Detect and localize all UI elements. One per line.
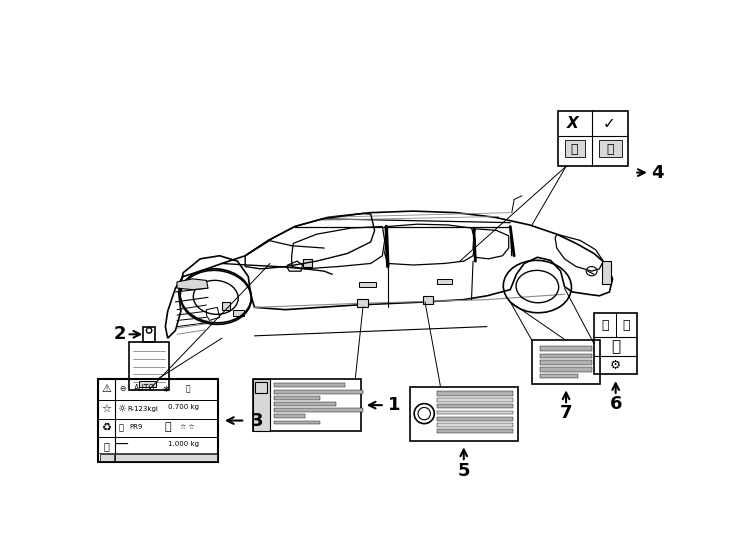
Text: X: X bbox=[567, 116, 578, 131]
Text: R-123kgi: R-123kgi bbox=[128, 406, 159, 412]
Bar bbox=[532, 340, 600, 383]
Text: 7: 7 bbox=[560, 404, 573, 422]
Text: 6: 6 bbox=[609, 395, 622, 413]
Bar bbox=[139, 381, 156, 387]
Bar bbox=[253, 379, 270, 431]
Text: 3: 3 bbox=[250, 411, 263, 429]
Bar bbox=[274, 421, 320, 424]
Polygon shape bbox=[177, 279, 208, 289]
Bar bbox=[253, 379, 361, 431]
Text: ♻: ♻ bbox=[101, 422, 112, 433]
Bar bbox=[437, 429, 512, 433]
Bar bbox=[115, 454, 217, 461]
Text: ⊖: ⊖ bbox=[120, 384, 126, 394]
Bar bbox=[302, 259, 312, 267]
Bar bbox=[274, 390, 363, 394]
Bar bbox=[424, 296, 433, 303]
Text: PR9: PR9 bbox=[129, 424, 142, 430]
Text: ✓: ✓ bbox=[603, 116, 616, 131]
Bar bbox=[437, 417, 512, 421]
Text: 🔒: 🔒 bbox=[601, 319, 608, 332]
Bar bbox=[357, 299, 368, 307]
Text: 5: 5 bbox=[457, 462, 470, 481]
Bar bbox=[274, 402, 336, 406]
Bar bbox=[594, 313, 637, 374]
Bar bbox=[437, 279, 452, 284]
Bar bbox=[129, 342, 170, 390]
Bar bbox=[539, 367, 592, 372]
Bar bbox=[602, 261, 611, 284]
Text: 4: 4 bbox=[651, 164, 664, 181]
Text: —: — bbox=[115, 437, 128, 451]
Bar bbox=[410, 387, 518, 441]
Text: 🏭: 🏭 bbox=[606, 143, 614, 156]
Bar bbox=[437, 423, 512, 427]
Bar bbox=[359, 282, 376, 287]
Text: 🔧: 🔧 bbox=[119, 423, 124, 432]
Text: ☼: ☼ bbox=[117, 404, 126, 414]
Bar bbox=[437, 392, 512, 396]
Text: 🏠: 🏠 bbox=[571, 143, 578, 156]
Bar bbox=[98, 379, 218, 462]
Bar bbox=[274, 414, 305, 418]
Bar bbox=[143, 327, 156, 342]
Text: 0.700 kg: 0.700 kg bbox=[167, 404, 199, 410]
Bar bbox=[222, 302, 230, 309]
Bar bbox=[437, 404, 512, 408]
Bar bbox=[274, 383, 345, 387]
Text: ☆: ☆ bbox=[101, 404, 112, 414]
Text: 👤: 👤 bbox=[103, 441, 109, 451]
Text: ⚙: ⚙ bbox=[610, 359, 621, 372]
Bar bbox=[100, 454, 115, 461]
Bar bbox=[539, 374, 578, 378]
Text: 📋: 📋 bbox=[186, 384, 190, 394]
Text: ☆ ☆: ☆ ☆ bbox=[180, 424, 195, 430]
Bar bbox=[599, 140, 622, 157]
Bar bbox=[564, 140, 585, 157]
Bar bbox=[539, 361, 592, 365]
Text: 1: 1 bbox=[388, 396, 400, 414]
Text: 2: 2 bbox=[113, 325, 126, 343]
Bar bbox=[274, 408, 363, 412]
Text: ⚠: ⚠ bbox=[101, 384, 112, 394]
Text: 🚗: 🚗 bbox=[164, 422, 171, 433]
Bar bbox=[255, 382, 267, 393]
Bar bbox=[437, 398, 512, 402]
Text: AUTO: AUTO bbox=[134, 384, 155, 394]
Text: 1.000 kg: 1.000 kg bbox=[167, 441, 199, 448]
Bar bbox=[539, 346, 592, 351]
Text: 🔓: 🔓 bbox=[622, 319, 631, 332]
Bar bbox=[539, 354, 592, 358]
Bar bbox=[437, 410, 512, 414]
Bar bbox=[233, 309, 244, 316]
Bar bbox=[559, 111, 628, 166]
Bar bbox=[274, 396, 320, 400]
Text: ❋: ❋ bbox=[163, 384, 170, 394]
Text: 🔑: 🔑 bbox=[611, 339, 620, 354]
